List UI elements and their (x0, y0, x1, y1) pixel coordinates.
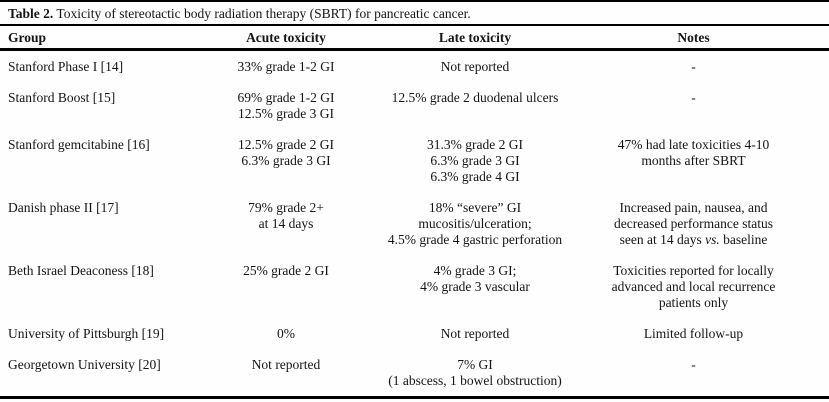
cell-line: Increased pain, nausea, and (619, 199, 768, 215)
cell-line: 4.5% grade 4 gastric perforation (387, 231, 563, 247)
table-caption-label: Table 2. (8, 6, 54, 21)
cell-line: - (691, 58, 696, 74)
cell-line: Georgetown University [20] (8, 356, 161, 372)
cell-line: 6.3% grade 4 GI (430, 168, 520, 184)
cell-line: 4% grade 3 GI; (433, 262, 517, 278)
cell-line: seen at 14 days vs. baseline (600, 232, 787, 248)
group-cell: Stanford gemcitabine [16] (0, 129, 222, 192)
column-header-late-toxicity: Late toxicity (350, 25, 600, 51)
cell-line: Danish phase II [17] (8, 199, 119, 215)
cell-line: 6.3% grade 3 GI (241, 152, 331, 168)
group-cell: Georgetown University [20] (0, 349, 222, 398)
notes-text-post: baseline (719, 231, 768, 247)
table-row: Stanford Phase I [14] 33% grade 1-2 GI N… (0, 50, 829, 83)
cell-line: at 14 days (258, 215, 314, 231)
cell-line: 31.3% grade 2 GI (427, 136, 523, 152)
late-toxicity-cell: 31.3% grade 2 GI 6.3% grade 3 GI 6.3% gr… (350, 129, 600, 192)
cell-line: 12.5% grade 2 GI (238, 136, 334, 152)
late-toxicity-cell: Not reported (350, 50, 600, 83)
cell-line: 25% grade 2 GI (243, 262, 329, 278)
cell-line: patients only (658, 294, 729, 310)
cell-line: 6.3% grade 3 GI (430, 152, 520, 168)
cell-line: Limited follow-up (643, 325, 744, 341)
cell-line: 4% grade 3 vascular (420, 278, 530, 294)
notes-cell: Limited follow-up (600, 318, 829, 349)
cell-line: advanced and local recurrence (611, 278, 776, 294)
header-row: Group Acute toxicity Late toxicity Notes (0, 25, 829, 51)
cell-line: - (691, 356, 696, 372)
cell-line: Not reported (251, 356, 321, 372)
cell-line: 69% grade 1-2 GI (237, 89, 335, 105)
notes-cell: Increased pain, nausea, and decreased pe… (600, 192, 829, 255)
late-toxicity-cell: 4% grade 3 GI; 4% grade 3 vascular (350, 255, 600, 318)
acute-toxicity-cell: 0% (222, 318, 350, 349)
notes-text-pre: seen at 14 days (619, 231, 706, 247)
cell-line: 12.5% grade 2 duodenal ulcers (391, 89, 559, 105)
cell-line: Beth Israel Deaconess [18] (8, 262, 154, 278)
table-row: Beth Israel Deaconess [18] 25% grade 2 G… (0, 255, 829, 318)
acute-toxicity-cell: 69% grade 1-2 GI 12.5% grade 3 GI (222, 82, 350, 129)
notes-cell: - (600, 349, 829, 398)
late-toxicity-cell: 7% GI (1 abscess, 1 bowel obstruction) (350, 349, 600, 398)
table-row: Danish phase II [17] 79% grade 2+ at 14 … (0, 192, 829, 255)
column-header-group: Group (0, 25, 222, 51)
cell-line: Toxicities reported for locally (613, 262, 774, 278)
late-toxicity-cell: Not reported (350, 318, 600, 349)
cell-line: months after SBRT (641, 152, 746, 168)
cell-line: University of Pittsburgh [19] (8, 325, 165, 341)
cell-line: 47% had late toxicities 4-10 (617, 136, 770, 152)
late-toxicity-cell: 18% “severe” GI mucositis/ulceration; 4.… (350, 192, 600, 255)
cell-line: 0% (277, 325, 295, 341)
cell-line: Not reported (440, 58, 510, 74)
table-caption: Table 2. Toxicity of stereotactic body r… (8, 5, 821, 22)
table-caption-text: Toxicity of stereotactic body radiation … (53, 6, 471, 21)
notes-text-italic-vs: vs. (705, 231, 720, 247)
cell-line: - (691, 89, 696, 105)
notes-cell: Toxicities reported for locally advanced… (600, 255, 829, 318)
notes-cell: - (600, 82, 829, 129)
notes-cell: 47% had late toxicities 4-10 months afte… (600, 129, 829, 192)
group-cell: Stanford Phase I [14] (0, 50, 222, 83)
acute-toxicity-cell: 33% grade 1-2 GI (222, 50, 350, 83)
cell-line: mucositis/ulceration; (418, 215, 532, 231)
cell-line: Stanford Phase I [14] (8, 58, 124, 74)
cell-line: 33% grade 1-2 GI (237, 58, 335, 74)
cell-line: 79% grade 2+ (248, 199, 324, 215)
late-toxicity-cell: 12.5% grade 2 duodenal ulcers (350, 82, 600, 129)
table-row: Georgetown University [20] Not reported … (0, 349, 829, 398)
table-row: University of Pittsburgh [19] 0% Not rep… (0, 318, 829, 349)
table-row: Stanford gemcitabine [16] 12.5% grade 2 … (0, 129, 829, 192)
group-cell: University of Pittsburgh [19] (0, 318, 222, 349)
acute-toxicity-cell: 25% grade 2 GI (222, 255, 350, 318)
column-header-notes: Notes (600, 25, 829, 51)
column-header-acute-toxicity: Acute toxicity (222, 25, 350, 51)
table-row: Stanford Boost [15] 69% grade 1-2 GI 12.… (0, 82, 829, 129)
cell-line: 18% “severe” GI (428, 199, 522, 215)
toxicity-table: Group Acute toxicity Late toxicity Notes… (0, 24, 829, 399)
acute-toxicity-cell: Not reported (222, 349, 350, 398)
cell-line: Stanford Boost [15] (8, 89, 116, 105)
cell-line: 7% GI (457, 356, 493, 372)
acute-toxicity-cell: 12.5% grade 2 GI 6.3% grade 3 GI (222, 129, 350, 192)
cell-line: Stanford gemcitabine [16] (8, 136, 150, 152)
group-cell: Beth Israel Deaconess [18] (0, 255, 222, 318)
group-cell: Stanford Boost [15] (0, 82, 222, 129)
cell-line: 12.5% grade 3 GI (238, 105, 334, 121)
cell-line: (1 abscess, 1 bowel obstruction) (388, 372, 562, 388)
notes-cell: - (600, 50, 829, 83)
cell-line: decreased performance status (614, 215, 773, 231)
cell-line: Not reported (440, 325, 510, 341)
acute-toxicity-cell: 79% grade 2+ at 14 days (222, 192, 350, 255)
group-cell: Danish phase II [17] (0, 192, 222, 255)
